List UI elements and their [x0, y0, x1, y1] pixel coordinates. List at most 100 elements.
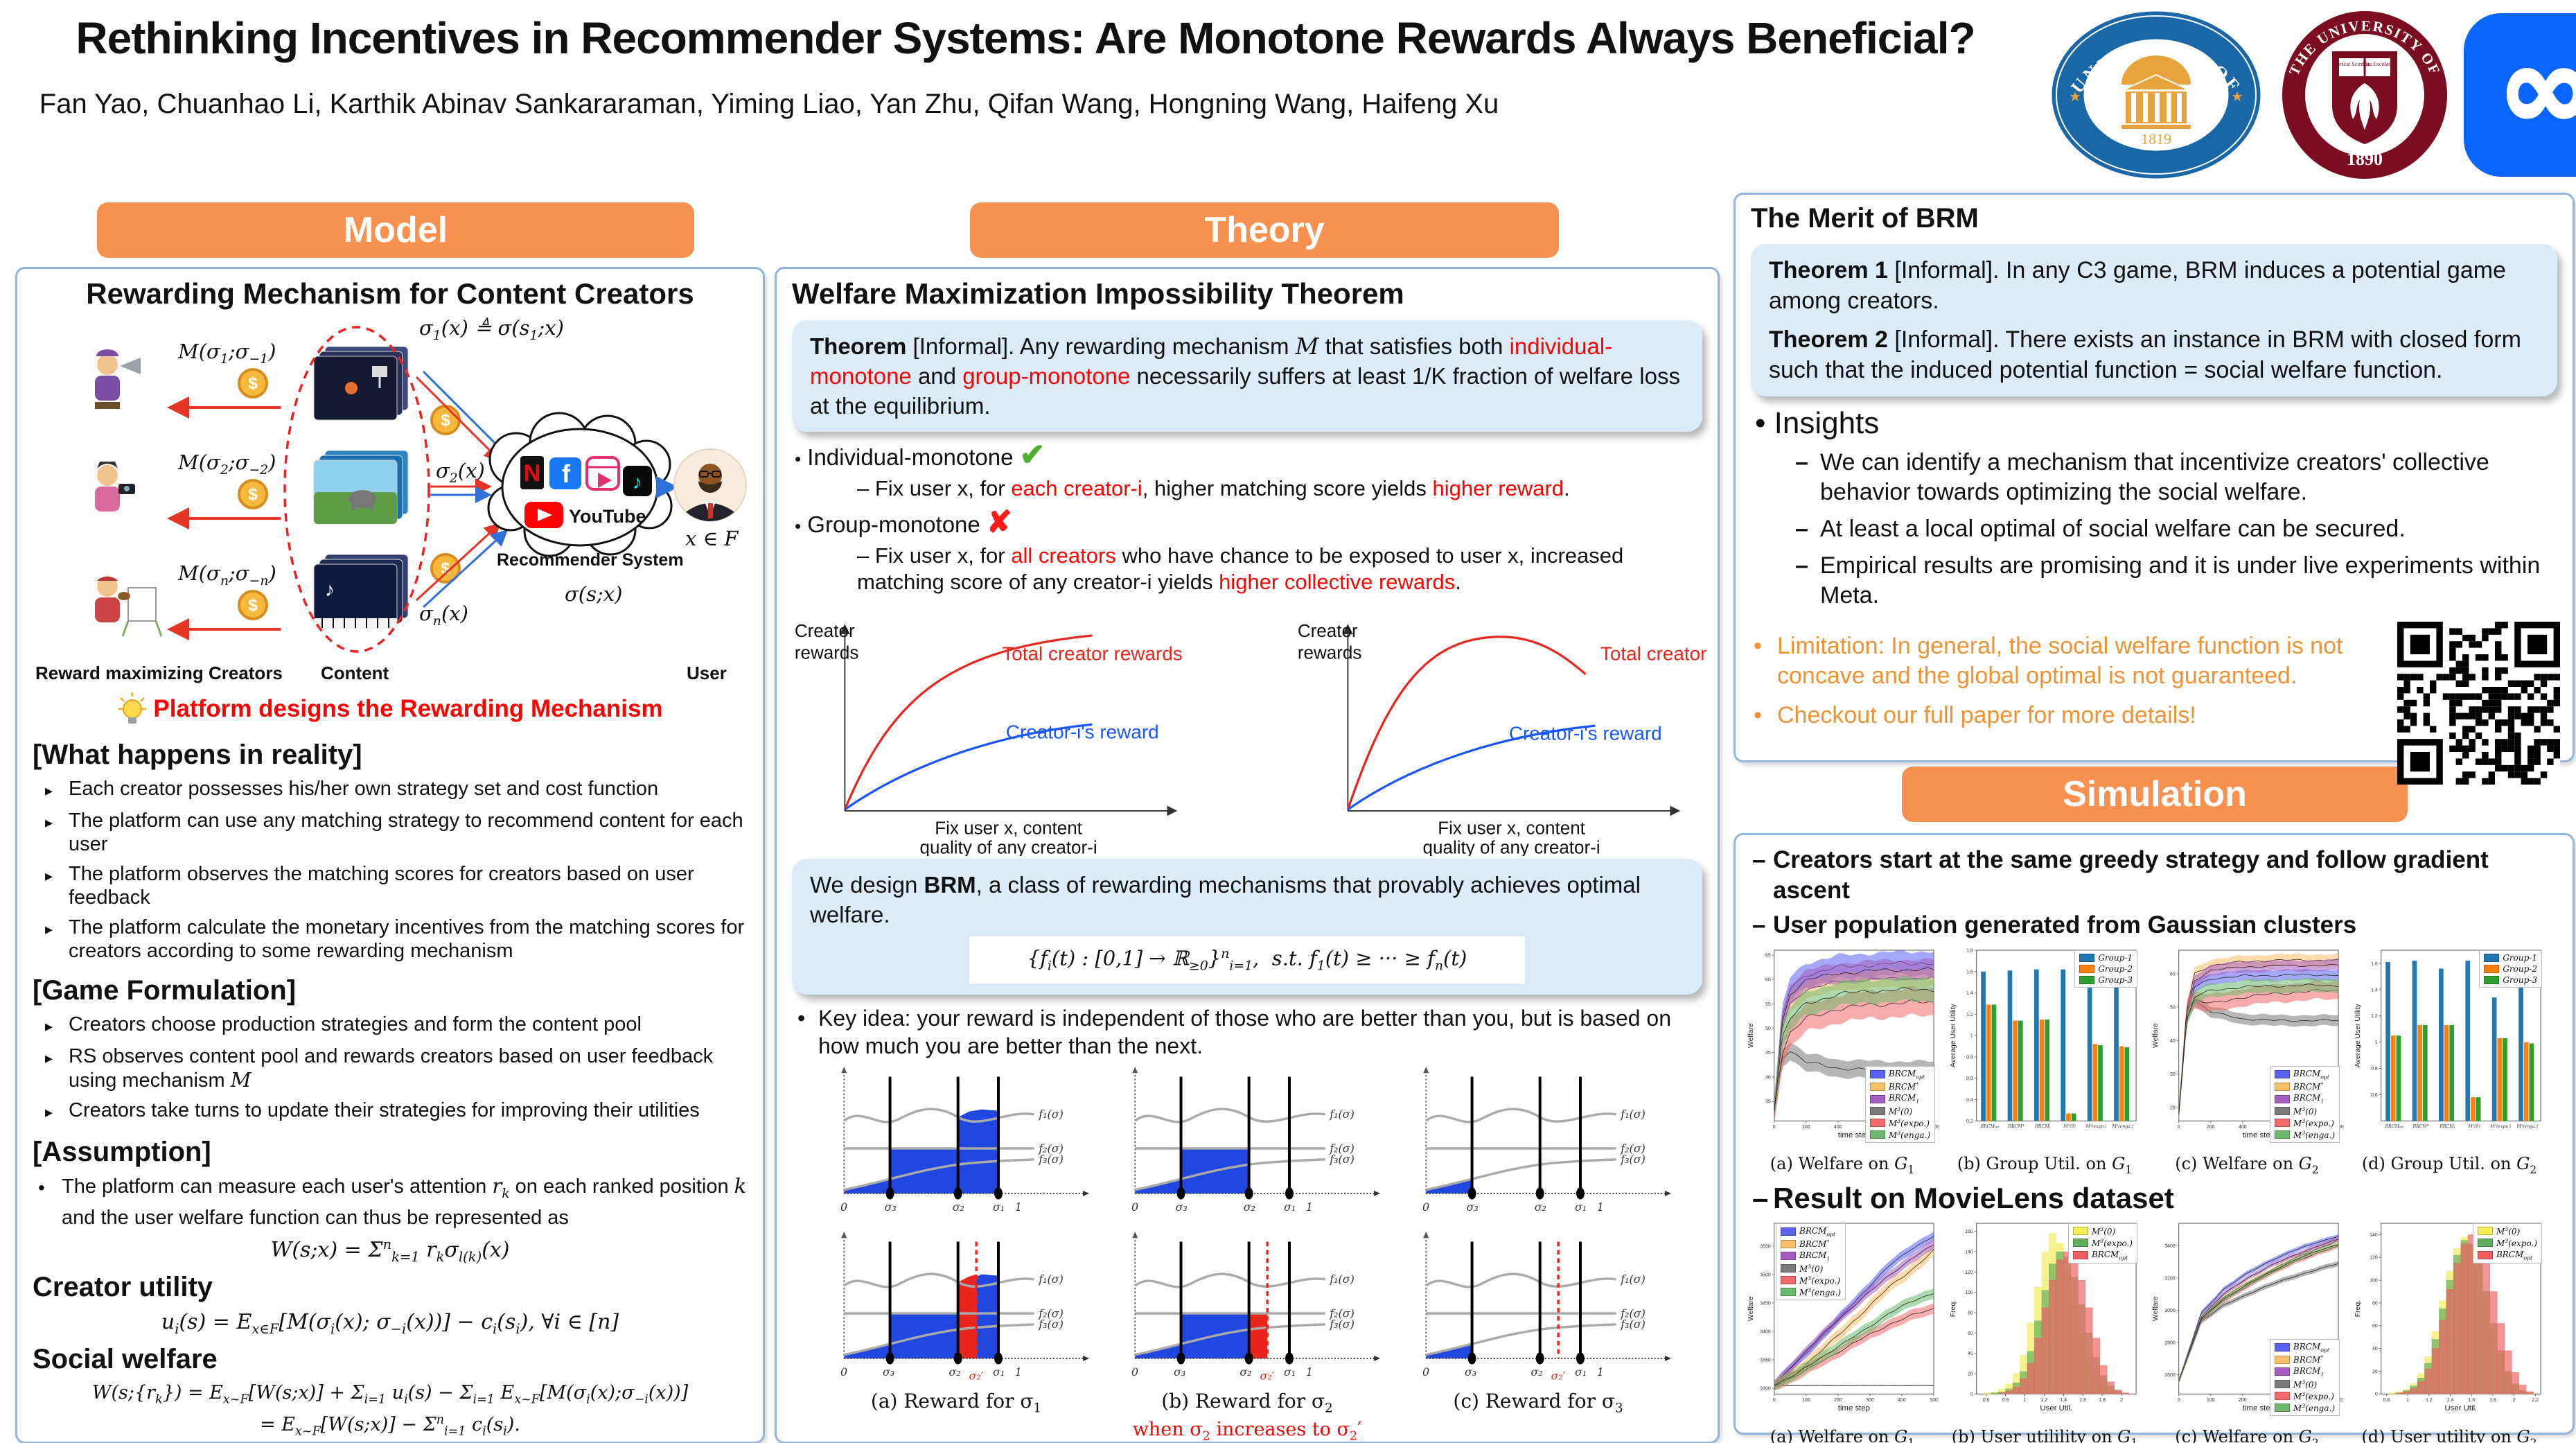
svg-text:1.2: 1.2 [2041, 1398, 2048, 1403]
rs-formula: σ(s;x) [565, 582, 623, 606]
svg-text:2: 2 [2513, 1398, 2516, 1403]
svg-text:N: N [524, 460, 541, 487]
svg-text:200: 200 [1802, 1125, 1810, 1130]
uva-star-left: ★ [2069, 89, 2081, 105]
svg-text:60: 60 [2372, 1324, 2378, 1329]
svg-text:100: 100 [2207, 1398, 2215, 1403]
section-header-model: Model [97, 202, 694, 258]
merit-theorems: Theorem 1 [Informal]. In any C3 game, BR… [1751, 244, 2557, 396]
svg-text:σ₁: σ₁ [993, 1366, 1005, 1379]
model-box: Rewarding Mechanism for Content Creators [15, 267, 765, 1443]
svg-text:0: 0 [2375, 1392, 2378, 1397]
brm-formula: {fi(t) : [0,1] → ℝ≥0}ni=1, s.t. f1(t) ≥ … [969, 936, 1526, 984]
svg-text:0.6: 0.6 [2371, 1093, 2378, 1098]
svg-text:BRCM*: BRCM* [2008, 1124, 2024, 1129]
svg-text:0.6: 0.6 [1983, 1398, 1990, 1403]
svg-text:Welfare: Welfare [1747, 1296, 1755, 1321]
recommender-system-label: Recommender System [497, 550, 684, 570]
svg-text:45: 45 [1765, 1051, 1771, 1056]
list-item: ▸ Creators choose production strategies a… [45, 1013, 642, 1035]
svg-text:1: 1 [1970, 1034, 1973, 1039]
creator-photographer-icon [95, 462, 135, 511]
svg-text:1: 1 [1597, 1366, 1604, 1379]
model-box-title: Rewarding Mechanism for Content Creators [86, 277, 694, 310]
uva-year: 1819 [2141, 130, 2171, 148]
chart-caption: (a) Welfare on G1 [1770, 1426, 1915, 1443]
svg-text:1: 1 [2024, 1398, 2027, 1403]
svg-text:BRCM*: BRCM* [2412, 1124, 2429, 1129]
svg-text:0.8: 0.8 [2002, 1398, 2009, 1403]
svg-text:2600: 2600 [2164, 1373, 2176, 1378]
svg-text:40: 40 [1765, 1075, 1771, 1080]
svg-text:User Util.: User Util. [2444, 1404, 2477, 1413]
svg-text:0: 0 [1422, 1201, 1429, 1214]
merit-title: The Merit of BRM [1751, 203, 1979, 234]
recommender-cloud: N f ♪ YouTube [487, 412, 673, 557]
chart-caption: (a) Welfare on G1 [1770, 1154, 1915, 1176]
monotone-plot-left: Creator rewards Total creator rewards Cr… [795, 620, 1183, 856]
svg-text:0: 0 [1422, 1366, 1429, 1379]
list-item: ▸ Creators take turns to update their str… [45, 1099, 700, 1121]
svg-text:200: 200 [2207, 1125, 2215, 1130]
svg-text:1: 1 [2375, 1040, 2378, 1045]
svg-text:65: 65 [1765, 954, 1771, 959]
creator-utility-formula: ui(s) = Ex∈F[M(σi(x); σ−i(x))] − ci(si),… [161, 1309, 619, 1337]
svg-text:1: 1 [1015, 1366, 1022, 1379]
reward-plot: f₁(σ) f₂(σ)f₃(σ) 0 σ₃ σ₂ σ₂′ σ₁ 1 [840, 1232, 1090, 1383]
svg-text:σ₃: σ₃ [1176, 1201, 1188, 1214]
svg-text:0.2: 0.2 [1966, 1119, 1973, 1124]
monotone-plot-right: Creator rewards Total creator rewards Cr… [1298, 620, 1713, 856]
brm-statement: We design BRM, a class of rewarding mech… [810, 872, 1641, 927]
svg-text:Creator: Creator [1298, 620, 1358, 641]
list-item: ▸ The platform can use any matching strat… [45, 810, 743, 855]
theory-box-title: Welfare Maximization Impossibility Theor… [792, 277, 1404, 310]
svg-text:Freq.: Freq. [1950, 1300, 1957, 1317]
svg-text:σ₂: σ₂ [1530, 1366, 1542, 1379]
chart-caption: (d) Group Util. on G2 [2361, 1154, 2537, 1176]
svg-text:0.8: 0.8 [2371, 1067, 2378, 1072]
chart-caption: (c) Welfare on G2 [2175, 1426, 2319, 1443]
creator-director-icon [95, 349, 141, 409]
theory-box: Welfare Maximization Impossibility Theor… [775, 267, 1720, 1443]
svg-text:35: 35 [1765, 1100, 1771, 1105]
list-item: – User population generated from Gaussian… [1752, 911, 2357, 938]
svg-text:quality of any creator-i: quality of any creator-i [920, 837, 1097, 856]
svg-text:σ₃: σ₃ [1174, 1366, 1185, 1379]
page-title: Rethinking Incentives in Recommender Sys… [76, 13, 1975, 63]
chart-caption: (a) Reward for σ1 [870, 1390, 1042, 1417]
group-monotone-detail: – Fix user x, for all creators who have … [857, 543, 1624, 594]
svg-text:f₁(σ): f₁(σ) [1620, 1273, 1646, 1286]
svg-text:3300: 3300 [1760, 1386, 1771, 1391]
svg-text:σ₁: σ₁ [1284, 1366, 1296, 1379]
svg-text:1.8: 1.8 [1966, 948, 1973, 953]
svg-text:Creator-i's reward: Creator-i's reward [1006, 721, 1159, 743]
individual-monotone-detail: – Fix user x, for each creator-i, higher… [857, 476, 1570, 500]
svg-text:3400: 3400 [2164, 1244, 2176, 1249]
svg-text:80: 80 [1968, 1311, 1973, 1315]
content-thumbnails: ♪ [313, 346, 409, 629]
reward-plot: f₁(σ) f₂(σ)f₃(σ) 0 σ₃ σ₂ σ₁ 1 [840, 1067, 1090, 1214]
impossibility-theorem: Theorem [Informal]. Any rewarding mechan… [792, 320, 1702, 432]
svg-text:M³(enga.): M³(enga.) [2516, 1124, 2539, 1129]
svg-text:0: 0 [2178, 1125, 2180, 1130]
svg-text:rewards: rewards [795, 642, 859, 663]
social-welfare-formula-1: W(s;{rk}) = Ex~F[W(s;x)] + Σi=1 ui(s) − … [91, 1381, 689, 1407]
svg-text:f₁(σ): f₁(σ) [1038, 1108, 1064, 1121]
svg-text:f₂(σ): f₂(σ) [1620, 1307, 1646, 1320]
svg-text:0: 0 [1773, 1398, 1776, 1403]
svg-text:M³(0): M³(0) [2063, 1124, 2076, 1129]
svg-text:$: $ [441, 411, 450, 430]
chart-legend: BRCMopt BRCM* BRCM1 M3(0) M3(expo.) M3(enga.) [2269, 1066, 2340, 1143]
m1-label: M(σ1;σ−1) [178, 340, 276, 367]
chart-legend: Group-1 Group-2 Group-3 [2479, 950, 2542, 988]
creators-label: Reward maximizing Creators [35, 663, 283, 683]
chart-canvas: 0 20 40 60 80 100 120 140 160 0.6 0.8 1 1.2 1.4 1.6 1.8… [1950, 1223, 2137, 1413]
chart-caption: (b) Reward for σ2 [1161, 1390, 1333, 1417]
svg-text:Average User Utility: Average User Utility [1950, 1003, 1957, 1067]
svg-text:♪: ♪ [633, 471, 642, 493]
chart-caption: (d) User utility on G2 [2361, 1426, 2537, 1443]
monotone-plots: Creator rewards Total creator rewards Cr… [777, 598, 1718, 856]
svg-text:♪: ♪ [325, 579, 335, 600]
sigma1-label: σ1(x) ≜ σ(s1;x) [419, 316, 564, 343]
